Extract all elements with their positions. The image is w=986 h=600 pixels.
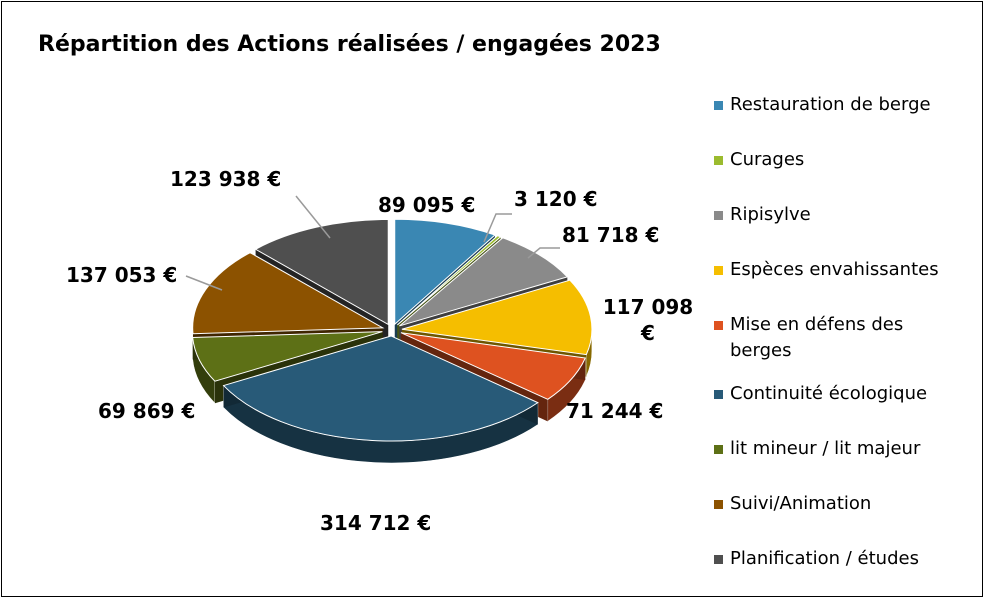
legend-label-2: Ripisylve [730, 204, 811, 225]
slice-top-3 [401, 279, 593, 356]
data-label-8: 123 938 € [170, 167, 282, 191]
legend-swatch-5 [714, 390, 723, 399]
slice-top-0 [394, 218, 496, 326]
legend-label-6: lit mineur / lit majeur [730, 438, 921, 459]
data-label-5: 314 712 € [320, 511, 432, 535]
legend-label-3: Espèces envahissantes [730, 259, 939, 280]
legend-swatch-8 [714, 555, 723, 564]
slice-top-4 [400, 332, 587, 400]
slice-top-1 [397, 235, 502, 326]
slice-top-5 [222, 335, 539, 442]
slice-top-6 [192, 331, 383, 382]
data-label-0: 89 095 € [378, 193, 476, 217]
legend-swatch-6 [714, 445, 723, 454]
slice-top-7 [192, 252, 385, 335]
legend-swatch-3 [714, 266, 723, 275]
leader-line-7 [185, 275, 223, 291]
legend-label-0: Restauration de berge [730, 94, 931, 115]
slice-top-8 [254, 218, 389, 326]
legend-swatch-2 [714, 211, 723, 220]
legend-swatch-7 [714, 500, 723, 509]
legend-label-5: Continuité écologique [730, 383, 928, 404]
slice-top-2 [399, 237, 569, 327]
leader-line-1 [483, 213, 512, 243]
leader-line-2 [527, 247, 560, 259]
data-label-2: 81 718 € [562, 223, 660, 247]
leader-line-8 [295, 195, 331, 239]
data-label-7: 137 053 € [66, 263, 178, 287]
data-label-4: 71 244 € [566, 399, 664, 423]
legend-label-8: Planification / études [730, 548, 919, 569]
chart-title: Répartition des Actions réalisées / enga… [38, 32, 661, 57]
legend-swatch-4 [714, 321, 723, 330]
data-label-1: 3 120 € [514, 187, 598, 211]
legend-label-4: Mise en défens des berges [730, 314, 904, 361]
legend-swatch-1 [714, 156, 723, 165]
legend-label-1: Curages [730, 149, 805, 170]
data-label-6: 69 869 € [98, 399, 196, 423]
legend-label-7: Suivi/Animation [730, 493, 872, 514]
data-label-3: 117 098 € [602, 295, 694, 345]
legend-swatch-0 [714, 101, 723, 110]
